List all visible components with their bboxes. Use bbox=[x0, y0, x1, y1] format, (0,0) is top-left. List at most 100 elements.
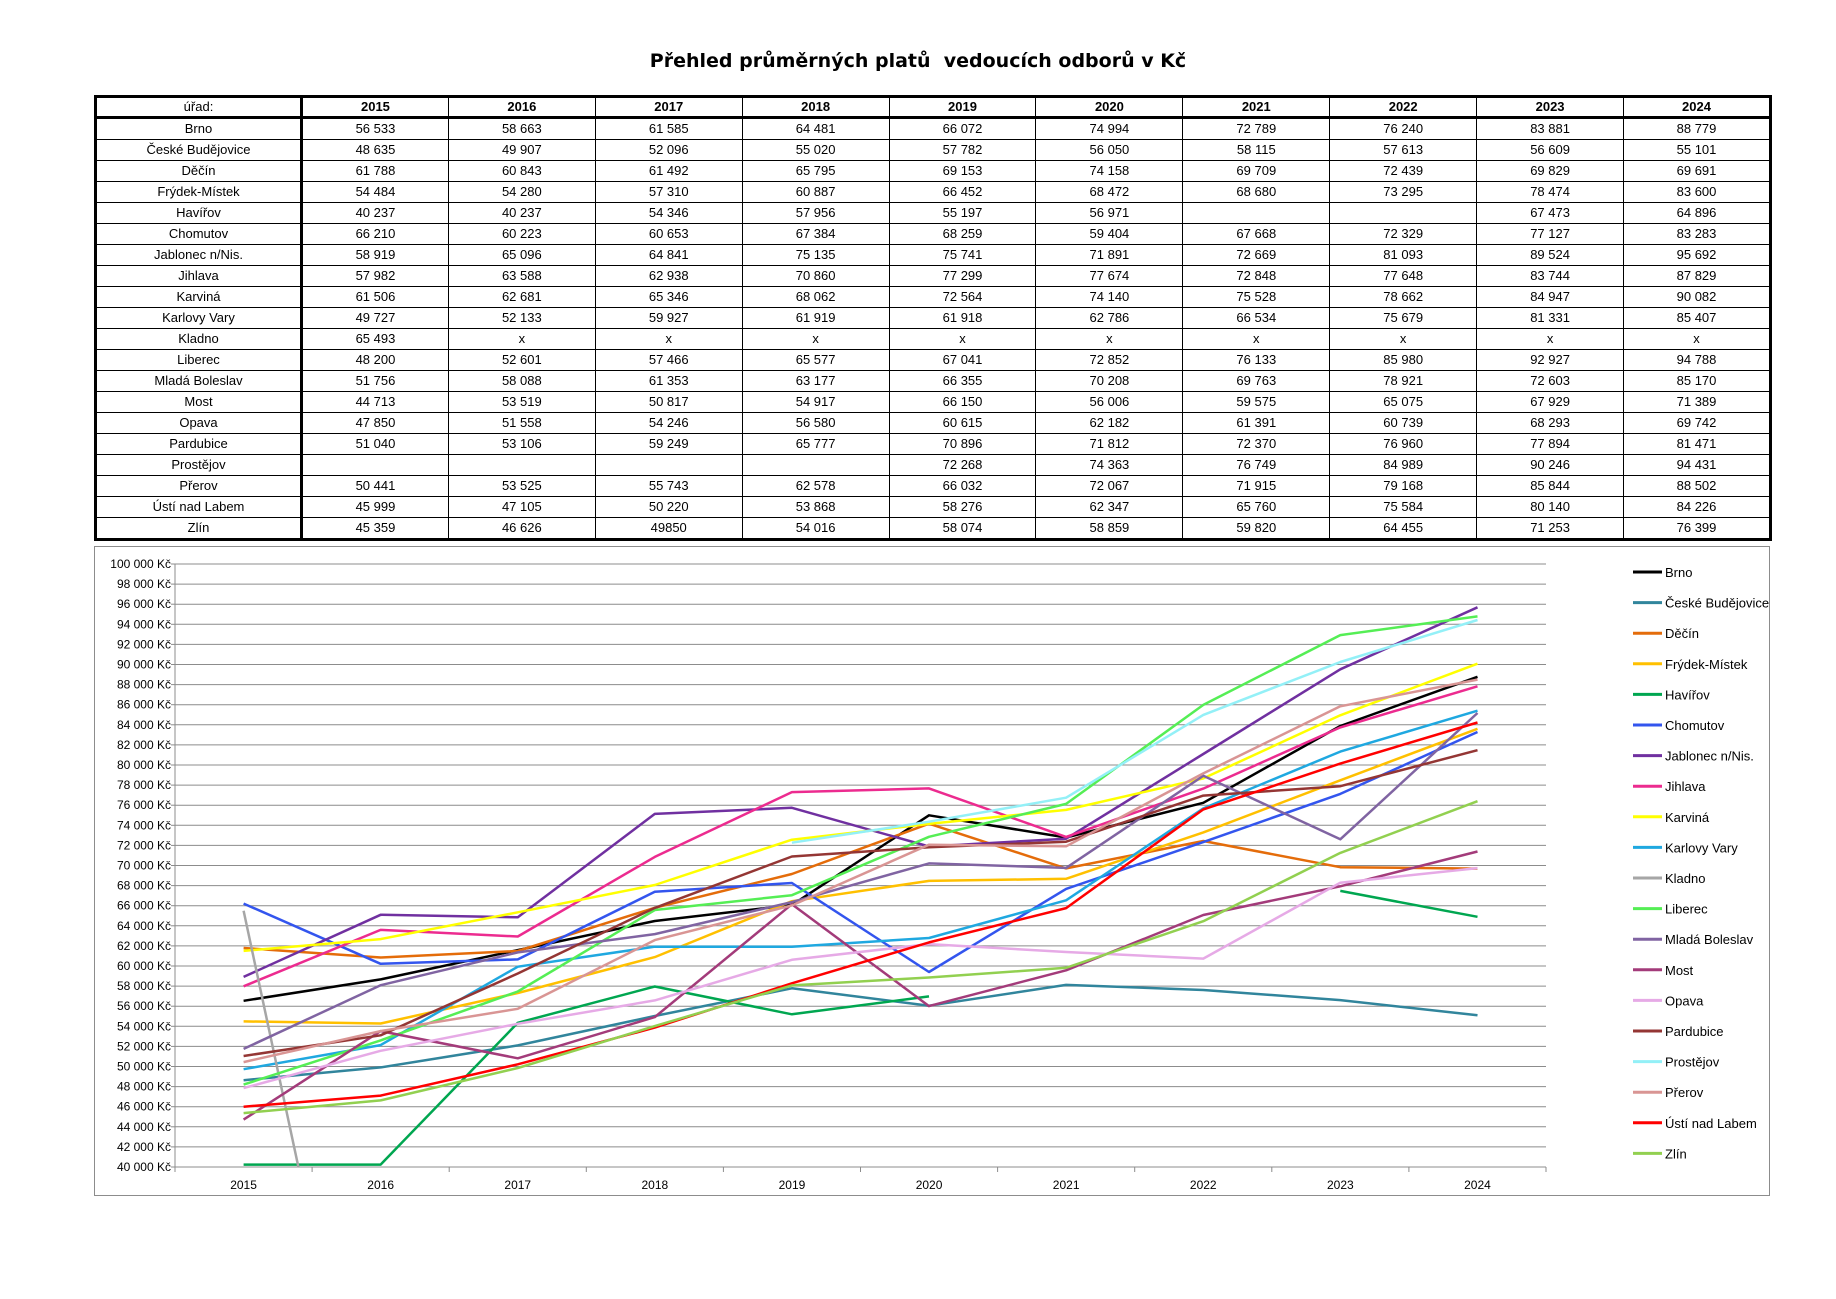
salary-cell: 65 346 bbox=[594, 286, 743, 308]
salary-cell: 68 062 bbox=[741, 286, 890, 308]
salary-cell: 48 200 bbox=[300, 349, 449, 371]
legend-label: Karlovy Vary bbox=[1665, 840, 1738, 855]
series-line bbox=[243, 730, 1479, 974]
salary-cell: 66 072 bbox=[888, 117, 1036, 140]
salary-cell bbox=[1182, 202, 1330, 224]
salary-cell: 53 519 bbox=[447, 391, 596, 413]
x-tick-label: 2017 bbox=[504, 1178, 531, 1192]
salary-cell: 65 493 bbox=[300, 328, 449, 350]
y-tick-label: 70 000 Kč bbox=[117, 859, 171, 873]
salary-cell: 65 096 bbox=[447, 244, 596, 266]
salary-cell: 52 133 bbox=[447, 307, 596, 329]
legend-label: Zlín bbox=[1665, 1146, 1687, 1161]
salary-cell: 78 662 bbox=[1329, 286, 1477, 308]
office-name-cell: Karviná bbox=[95, 286, 302, 308]
salary-cell: x bbox=[1182, 328, 1330, 350]
salary-cell: 92 927 bbox=[1476, 349, 1624, 371]
salary-cell: 85 980 bbox=[1329, 349, 1477, 371]
salary-cell: 84 947 bbox=[1476, 286, 1624, 308]
y-tick-label: 68 000 Kč bbox=[117, 879, 171, 893]
salary-cell: 81 471 bbox=[1623, 433, 1771, 455]
salary-cell: 94 788 bbox=[1623, 349, 1771, 371]
y-tick-label: 84 000 Kč bbox=[117, 718, 171, 732]
series-line bbox=[243, 822, 1478, 959]
salary-cell: 56 609 bbox=[1476, 139, 1624, 161]
salary-cell: 70 208 bbox=[1035, 370, 1183, 392]
salary-cell: 71 915 bbox=[1182, 475, 1330, 497]
series-line bbox=[243, 748, 1478, 1058]
salary-cell: 66 032 bbox=[888, 475, 1036, 497]
salary-cell: 77 648 bbox=[1329, 265, 1477, 287]
salary-cell: 75 679 bbox=[1329, 307, 1477, 329]
salary-cell: 74 363 bbox=[1035, 454, 1183, 476]
salary-cell: 58 859 bbox=[1035, 517, 1183, 540]
series-line bbox=[243, 606, 1479, 979]
salary-cell: 72 848 bbox=[1182, 265, 1330, 287]
salary-cell: 54 280 bbox=[447, 181, 596, 203]
salary-cell: 72 067 bbox=[1035, 475, 1183, 497]
office-name-cell: České Budějovice bbox=[95, 139, 302, 161]
salary-cell: 83 600 bbox=[1623, 181, 1771, 203]
y-tick-label: 86 000 Kč bbox=[117, 698, 171, 712]
header-year: 2020 bbox=[1035, 96, 1183, 119]
salary-cell: 61 506 bbox=[300, 286, 449, 308]
salary-cell: 81 093 bbox=[1329, 244, 1477, 266]
salary-cell: x bbox=[1623, 328, 1771, 350]
office-name-cell: Jablonec n/Nis. bbox=[95, 244, 302, 266]
table-row: Děčín 61 788 60 843 61 492 65 795 69 153 74 15… bbox=[95, 160, 1771, 182]
salary-cell: x bbox=[594, 328, 743, 350]
table-row: Most 44 713 53 519 50 817 54 917 66 150 56 006… bbox=[95, 391, 1771, 413]
salary-cell: 66 452 bbox=[888, 181, 1036, 203]
office-name-cell: Kladno bbox=[95, 328, 302, 350]
y-tick-label: 62 000 Kč bbox=[117, 939, 171, 953]
salary-cell: 74 158 bbox=[1035, 160, 1183, 182]
legend-label: Karviná bbox=[1665, 810, 1710, 825]
salary-cell: 54 246 bbox=[594, 412, 743, 434]
salary-cell: 61 918 bbox=[888, 307, 1036, 329]
legend-label: Brno bbox=[1665, 565, 1692, 580]
legend-label: Přerov bbox=[1665, 1085, 1704, 1100]
salary-cell: 62 681 bbox=[447, 286, 596, 308]
salary-cell: 52 096 bbox=[594, 139, 743, 161]
salary-cell: 61 919 bbox=[741, 307, 890, 329]
salary-cell: 53 106 bbox=[447, 433, 596, 455]
office-name-cell: Karlovy Vary bbox=[95, 307, 302, 329]
salary-cell: 60 615 bbox=[888, 412, 1036, 434]
table-row: Karviná 61 506 62 681 65 346 68 062 72 564 74 … bbox=[95, 286, 1771, 308]
salary-cell: 83 881 bbox=[1476, 117, 1624, 140]
series-line bbox=[243, 685, 1478, 988]
series-line bbox=[791, 618, 1478, 844]
salary-cell: 66 355 bbox=[888, 370, 1036, 392]
y-tick-label: 42 000 Kč bbox=[117, 1140, 171, 1154]
salary-cell: 84 226 bbox=[1623, 496, 1771, 518]
salary-cell: 57 956 bbox=[741, 202, 890, 224]
salary-cell: 64 841 bbox=[594, 244, 743, 266]
legend-label: Havířov bbox=[1665, 687, 1710, 702]
salary-cell: 88 502 bbox=[1623, 475, 1771, 497]
x-tick-label: 2019 bbox=[779, 1178, 806, 1192]
salary-cell: 58 074 bbox=[888, 517, 1036, 540]
salary-cell: 49850 bbox=[594, 517, 743, 540]
salary-cell: 72 852 bbox=[1035, 349, 1183, 371]
salary-cell: 90 246 bbox=[1476, 454, 1624, 476]
salary-cell: 87 829 bbox=[1623, 265, 1771, 287]
y-tick-label: 74 000 Kč bbox=[117, 818, 171, 832]
salary-cell bbox=[594, 454, 743, 476]
salary-cell: 62 578 bbox=[741, 475, 890, 497]
table-row: České Budějovice 48 635 49 907 52 096 55 020… bbox=[95, 139, 1771, 161]
salary-cell: 66 534 bbox=[1182, 307, 1330, 329]
header-office: úřad: bbox=[95, 96, 302, 119]
salary-cell: 47 850 bbox=[300, 412, 449, 434]
salary-cell: 76 960 bbox=[1329, 433, 1477, 455]
y-tick-label: 40 000 Kč bbox=[117, 1160, 171, 1174]
series-line bbox=[242, 910, 300, 1168]
legend-label: Jablonec n/Nis. bbox=[1665, 749, 1754, 764]
salary-cell: 71 812 bbox=[1035, 433, 1183, 455]
salary-cell: 69 709 bbox=[1182, 160, 1330, 182]
salary-cell bbox=[447, 454, 596, 476]
header-year: 2016 bbox=[447, 96, 596, 119]
salary-cell: x bbox=[447, 328, 596, 350]
series-line bbox=[243, 983, 1478, 1082]
y-tick-label: 76 000 Kč bbox=[117, 798, 171, 812]
salary-cell: 72 669 bbox=[1182, 244, 1330, 266]
